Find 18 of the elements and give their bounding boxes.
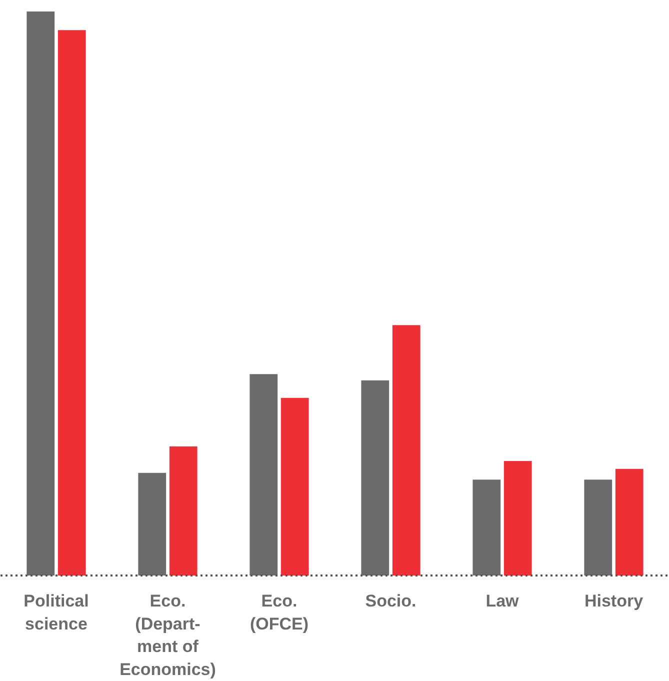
x-tick-label: Political science [24, 592, 89, 634]
x-tick-label: Eco. (Depart- ment of Economics) [120, 592, 216, 679]
x-tick-label: History [584, 592, 644, 610]
bar [250, 374, 278, 576]
x-tick-label: Law [486, 592, 520, 610]
bar [361, 380, 390, 576]
bar [504, 461, 532, 576]
bar [584, 480, 612, 576]
bar [58, 30, 86, 576]
bar [138, 472, 166, 576]
x-tick-label: Eco. (OFCE) [250, 592, 309, 634]
bar [615, 468, 644, 576]
bar [26, 12, 55, 576]
x-tick-label: Socio. [365, 592, 416, 610]
bar [472, 480, 501, 576]
bar [392, 325, 420, 576]
bar [169, 446, 198, 576]
bar [280, 398, 309, 576]
